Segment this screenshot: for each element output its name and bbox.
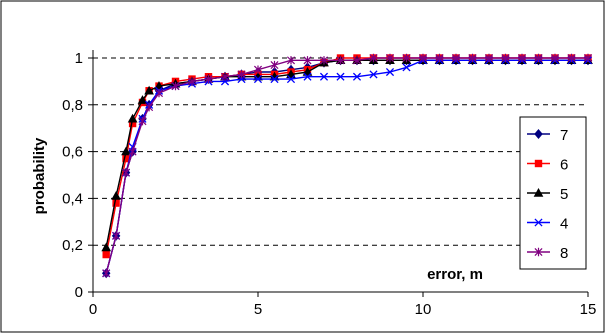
- legend-label: 7: [560, 127, 568, 144]
- y-tick-label: 0,8: [62, 97, 83, 114]
- data-point: [144, 85, 154, 95]
- data-point: [336, 72, 345, 81]
- legend-item-4: 4: [527, 216, 568, 233]
- data-point: [102, 269, 111, 278]
- data-point: [451, 53, 461, 63]
- data-point: [385, 53, 395, 63]
- x-tick-label: 5: [254, 301, 262, 318]
- legend-label: 8: [560, 245, 568, 262]
- data-point: [567, 53, 576, 63]
- data-point: [121, 146, 131, 156]
- x-tick-label: 0: [89, 301, 97, 318]
- data-point: [303, 72, 312, 81]
- legend-label: 4: [560, 216, 568, 233]
- data-point: [121, 168, 131, 177]
- data-point: [418, 53, 428, 63]
- data-point: [204, 74, 213, 84]
- data-point: [303, 56, 312, 65]
- data-point: [369, 53, 378, 63]
- data-point: [402, 63, 411, 72]
- data-point: [319, 56, 329, 65]
- data-point: [220, 72, 230, 81]
- data-point: [583, 53, 593, 63]
- axes: 00,20,40,60,810 5 10 15: [62, 50, 596, 318]
- data-point: [237, 70, 246, 79]
- legend-item-5: 5: [527, 186, 568, 203]
- legend-label: 5: [560, 186, 568, 203]
- data-point: [402, 53, 411, 63]
- data-point: [517, 53, 527, 63]
- data-point: [138, 116, 147, 126]
- data-point: [145, 102, 154, 112]
- data-point: [336, 56, 345, 65]
- data-point: [270, 75, 279, 84]
- data-point: [101, 242, 112, 252]
- legend-item-7: 7: [527, 127, 568, 144]
- y-axis-title: probability: [31, 137, 48, 214]
- data-point: [102, 250, 110, 259]
- data-point: [319, 72, 329, 81]
- legend-item-8: 8: [527, 245, 568, 262]
- data-point: [550, 53, 560, 63]
- legend: 7 6 5 4 8: [519, 116, 587, 270]
- legend-item-6: 6: [527, 157, 568, 174]
- data-point: [112, 199, 120, 207]
- legend-marker: [533, 187, 544, 197]
- series: [101, 53, 593, 279]
- data-point: [137, 95, 148, 104]
- y-tick-label: 0,6: [62, 144, 83, 161]
- data-point: [369, 70, 378, 79]
- x-tick-label: 10: [415, 301, 432, 318]
- x-axis-title: error, m: [427, 266, 483, 283]
- data-point: [187, 77, 197, 86]
- data-point: [111, 191, 121, 200]
- data-point: [270, 60, 279, 70]
- series-8: [102, 53, 593, 278]
- y-tick-label: 1: [75, 50, 83, 67]
- data-point: [435, 53, 444, 63]
- data-point: [385, 67, 395, 77]
- y-tick-label: 0,2: [62, 237, 83, 254]
- data-point: [286, 56, 296, 65]
- data-point: [253, 65, 263, 74]
- data-point: [484, 53, 494, 63]
- data-point: [352, 56, 362, 65]
- data-point: [501, 53, 510, 63]
- data-point: [286, 75, 296, 84]
- y-tick-label: 0,4: [62, 190, 83, 207]
- data-point: [534, 53, 543, 63]
- legend-marker: [534, 218, 543, 227]
- data-point: [352, 72, 362, 81]
- data-point: [154, 88, 164, 98]
- x-tick-label: 15: [580, 301, 597, 318]
- legend-label: 6: [560, 157, 568, 174]
- data-point: [112, 231, 121, 241]
- y-tick-label: 0: [75, 284, 83, 301]
- data-point: [128, 147, 137, 156]
- data-point: [468, 53, 477, 63]
- legend-marker: [534, 129, 543, 139]
- legend-marker: [534, 159, 543, 168]
- data-point: [253, 75, 263, 84]
- data-point: [171, 81, 180, 91]
- data-point: [286, 69, 296, 79]
- data-point: [127, 113, 138, 123]
- data-point: [302, 67, 313, 76]
- legend-marker: [534, 247, 543, 257]
